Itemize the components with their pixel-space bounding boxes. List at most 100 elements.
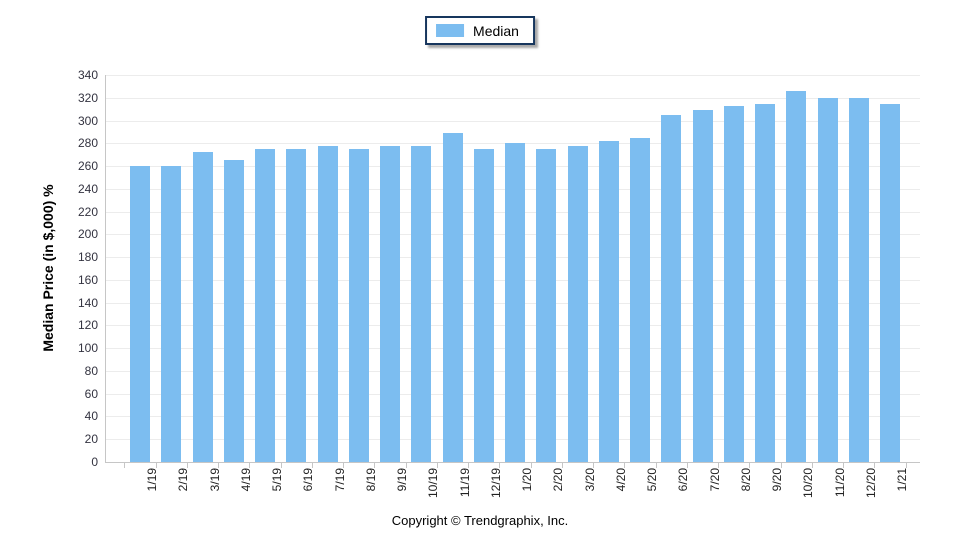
y-tick-label: 180 bbox=[77, 250, 98, 264]
x-axis-tick bbox=[593, 463, 595, 468]
y-tick-label: 0 bbox=[91, 455, 98, 469]
x-tick-label: 6/20 bbox=[676, 468, 691, 492]
x-axis-tick bbox=[905, 463, 907, 468]
bar bbox=[380, 145, 400, 462]
x-axis-tick bbox=[155, 463, 157, 468]
gridline bbox=[105, 98, 920, 99]
x-axis-tick bbox=[780, 463, 782, 468]
legend-swatch bbox=[436, 24, 465, 37]
x-tick-label: 12/20 bbox=[863, 468, 878, 499]
x-axis-tick bbox=[436, 463, 438, 468]
x-tick-label: 10/19 bbox=[426, 468, 441, 499]
y-tick-label: 260 bbox=[77, 159, 98, 173]
y-tick-label: 60 bbox=[84, 387, 98, 401]
y-tick-label: 220 bbox=[77, 205, 98, 219]
x-axis-tick bbox=[874, 463, 876, 468]
y-tick-label: 320 bbox=[77, 91, 98, 105]
bar bbox=[255, 149, 275, 462]
bar bbox=[442, 133, 463, 462]
y-tick-label: 80 bbox=[84, 364, 98, 378]
bar bbox=[817, 97, 838, 462]
x-tick-label: 3/20 bbox=[582, 468, 597, 492]
bar bbox=[692, 110, 713, 462]
y-tick-label: 200 bbox=[77, 227, 98, 241]
y-tick-label: 20 bbox=[84, 432, 98, 446]
x-axis-tick bbox=[749, 463, 751, 468]
bar bbox=[317, 145, 338, 462]
x-axis-tick bbox=[468, 463, 470, 468]
x-axis-tick bbox=[311, 463, 313, 468]
x-axis-tick bbox=[343, 463, 345, 468]
copyright-text: Copyright © Trendgraphix, Inc. bbox=[391, 513, 569, 528]
x-tick-label: 12/19 bbox=[488, 468, 503, 499]
x-tick-label: 7/20 bbox=[707, 468, 722, 492]
y-tick-label: 160 bbox=[77, 273, 98, 287]
bar bbox=[348, 149, 369, 462]
bar bbox=[880, 103, 900, 462]
bar bbox=[223, 160, 244, 462]
x-tick-label: 1/20 bbox=[520, 468, 534, 492]
bar bbox=[723, 105, 744, 462]
x-axis-tick bbox=[655, 463, 657, 468]
y-tick-label: 300 bbox=[77, 114, 98, 128]
x-axis-tick bbox=[811, 463, 813, 468]
y-tick-label: 280 bbox=[77, 136, 98, 150]
x-tick-label: 2/19 bbox=[176, 468, 191, 492]
x-axis-line bbox=[105, 462, 920, 463]
x-tick-label: 11/20 bbox=[832, 468, 847, 498]
x-axis-tick bbox=[843, 463, 845, 468]
bar bbox=[161, 166, 182, 462]
x-axis-tick bbox=[686, 463, 688, 468]
x-tick-label: 9/20 bbox=[770, 468, 784, 492]
x-tick-label: 2/20 bbox=[551, 468, 566, 492]
y-tick-label: 120 bbox=[77, 318, 98, 332]
gridline bbox=[105, 121, 920, 122]
bar bbox=[755, 103, 775, 462]
bar bbox=[567, 145, 588, 462]
x-axis-tick bbox=[124, 463, 126, 468]
bar bbox=[505, 143, 525, 462]
x-tick-label: 5/20 bbox=[645, 468, 659, 492]
x-tick-label: 5/19 bbox=[270, 468, 284, 492]
x-axis-tick bbox=[249, 463, 251, 468]
bar bbox=[598, 141, 619, 462]
x-axis-tick bbox=[624, 463, 626, 468]
bar bbox=[848, 97, 869, 462]
bar bbox=[286, 149, 307, 462]
x-tick-label: 3/19 bbox=[207, 468, 222, 492]
x-axis-tick bbox=[718, 463, 720, 468]
y-tick-label: 100 bbox=[77, 341, 98, 355]
x-tick-label: 6/19 bbox=[301, 468, 316, 492]
x-axis-tick bbox=[374, 463, 376, 468]
x-axis-tick bbox=[280, 463, 282, 468]
x-tick-label: 7/19 bbox=[332, 468, 347, 492]
x-axis-tick bbox=[186, 463, 188, 468]
bar bbox=[192, 152, 213, 462]
x-axis-tick bbox=[218, 463, 220, 468]
legend: Median bbox=[425, 16, 535, 45]
y-tick-label: 240 bbox=[77, 182, 98, 196]
x-tick-label: 4/19 bbox=[238, 468, 253, 492]
bar bbox=[411, 145, 432, 462]
gridline bbox=[105, 75, 920, 76]
y-tick-label: 140 bbox=[77, 296, 98, 310]
bar bbox=[130, 166, 150, 462]
x-tick-label: 8/19 bbox=[363, 468, 378, 492]
x-axis-tick bbox=[405, 463, 407, 468]
x-tick-label: 11/19 bbox=[457, 468, 472, 498]
x-tick-label: 1/19 bbox=[145, 468, 159, 492]
bar bbox=[661, 114, 682, 462]
bar bbox=[630, 137, 650, 462]
y-axis-line bbox=[105, 75, 106, 462]
x-tick-label: 4/20 bbox=[613, 468, 628, 492]
x-tick-label: 1/21 bbox=[895, 468, 909, 492]
x-tick-label: 10/20 bbox=[801, 468, 816, 499]
bar bbox=[473, 149, 494, 462]
bar bbox=[536, 149, 557, 462]
y-axis-title: Median Price (in $,000) % bbox=[40, 184, 56, 352]
x-axis-tick bbox=[499, 463, 501, 468]
x-axis-tick bbox=[530, 463, 532, 468]
x-tick-label: 9/19 bbox=[395, 468, 409, 492]
